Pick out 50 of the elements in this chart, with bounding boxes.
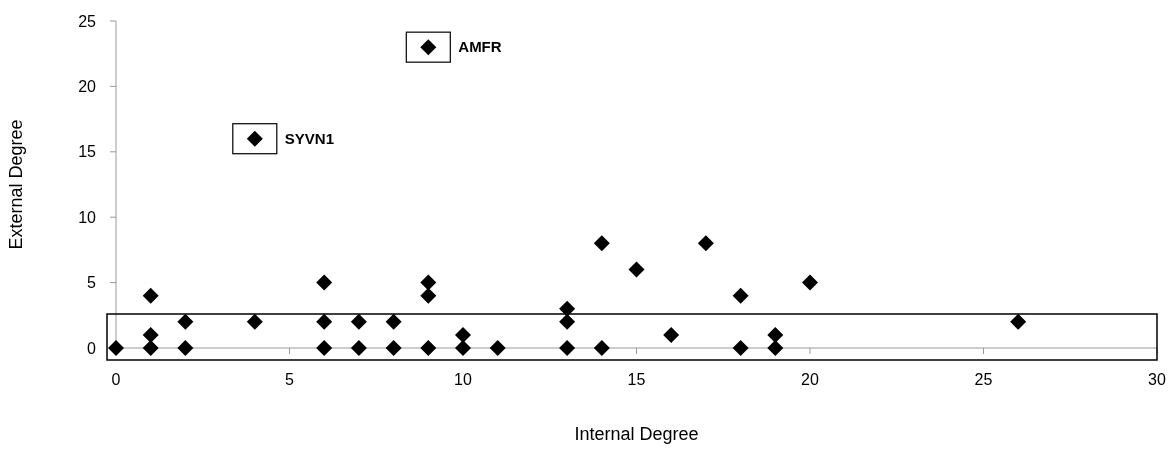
y-tick-label: 20 xyxy=(78,78,97,96)
point xyxy=(767,326,784,343)
point xyxy=(663,326,680,343)
point xyxy=(316,340,333,356)
point xyxy=(732,287,749,304)
point xyxy=(385,313,402,330)
x-tick-label: 30 xyxy=(1148,371,1166,389)
x-tick-label: 5 xyxy=(285,371,295,389)
x-tick-label: 15 xyxy=(627,371,646,389)
point xyxy=(420,340,437,356)
point xyxy=(593,235,610,252)
x-tick-label: 10 xyxy=(454,371,472,389)
point xyxy=(489,340,506,356)
point xyxy=(802,274,818,291)
point xyxy=(559,313,576,330)
point xyxy=(1010,313,1027,330)
point xyxy=(108,340,124,356)
point xyxy=(455,340,471,356)
y-tick-label: 10 xyxy=(78,208,97,226)
x-tick-label: 25 xyxy=(974,371,993,389)
point xyxy=(316,313,333,330)
annotation: AMFR xyxy=(458,38,502,56)
y-axis-title: External Degree xyxy=(6,119,27,250)
x-tick-label: 20 xyxy=(801,371,819,389)
point xyxy=(732,340,749,356)
annotation: SYVN1 xyxy=(284,129,334,147)
point xyxy=(246,313,263,330)
point xyxy=(628,261,645,278)
point xyxy=(559,340,576,356)
point xyxy=(697,235,714,252)
point xyxy=(316,274,333,291)
point xyxy=(142,340,159,356)
point xyxy=(142,326,159,343)
y-tick-label: 0 xyxy=(87,339,97,357)
point xyxy=(767,340,784,356)
y-tick-label: 5 xyxy=(87,274,97,292)
point xyxy=(420,274,437,291)
point xyxy=(350,313,367,330)
point xyxy=(350,340,367,356)
point xyxy=(142,287,159,304)
y-tick-label: 25 xyxy=(78,12,97,30)
point xyxy=(177,340,194,356)
y-tick-label: 15 xyxy=(78,143,97,161)
x-tick-label: 0 xyxy=(111,371,121,389)
point xyxy=(593,340,610,356)
point xyxy=(420,287,437,304)
x-axis-title: Internal Degree xyxy=(574,424,699,444)
point xyxy=(455,326,471,343)
point xyxy=(385,340,402,356)
point xyxy=(177,313,194,330)
